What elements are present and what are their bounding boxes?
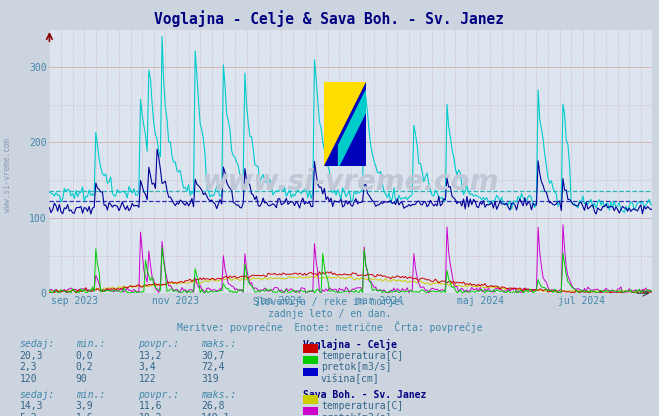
Text: višina[cm]: višina[cm]: [321, 374, 380, 384]
Text: 1,6: 1,6: [76, 413, 94, 416]
Text: 72,4: 72,4: [201, 362, 225, 372]
Text: Sava Boh. - Sv. Janez: Sava Boh. - Sv. Janez: [303, 390, 426, 400]
Text: temperatura[C]: temperatura[C]: [321, 401, 403, 411]
Text: 122: 122: [138, 374, 156, 384]
Text: 3,4: 3,4: [138, 362, 156, 372]
Text: 3,9: 3,9: [76, 401, 94, 411]
Text: 2,3: 2,3: [20, 362, 38, 372]
Text: 0,2: 0,2: [76, 362, 94, 372]
Text: 5,2: 5,2: [20, 413, 38, 416]
Text: 90: 90: [76, 374, 88, 384]
Text: www.si-vreme.com: www.si-vreme.com: [203, 168, 499, 196]
Text: 120: 120: [20, 374, 38, 384]
Text: min.:: min.:: [76, 339, 105, 349]
Text: Slovenija / reke in morje.: Slovenija / reke in morje.: [253, 297, 406, 307]
Polygon shape: [324, 82, 366, 166]
Text: zadnje leto / en dan.: zadnje leto / en dan.: [268, 309, 391, 319]
Text: min.:: min.:: [76, 390, 105, 400]
Text: Voglajna - Celje & Sava Boh. - Sv. Janez: Voglajna - Celje & Sava Boh. - Sv. Janez: [154, 10, 505, 27]
Text: 20,3: 20,3: [20, 351, 43, 361]
Text: 14,3: 14,3: [20, 401, 43, 411]
Text: Voglajna - Celje: Voglajna - Celje: [303, 339, 397, 350]
Text: 26,8: 26,8: [201, 401, 225, 411]
Text: 149,1: 149,1: [201, 413, 231, 416]
Text: 30,7: 30,7: [201, 351, 225, 361]
Text: sedaj:: sedaj:: [20, 390, 55, 400]
Text: 10,2: 10,2: [138, 413, 162, 416]
Text: 0,0: 0,0: [76, 351, 94, 361]
Polygon shape: [339, 90, 366, 166]
Polygon shape: [324, 82, 366, 166]
Text: pretok[m3/s]: pretok[m3/s]: [321, 413, 391, 416]
Text: 11,6: 11,6: [138, 401, 162, 411]
Text: maks.:: maks.:: [201, 339, 236, 349]
Text: Meritve: povprečne  Enote: metrične  Črta: povprečje: Meritve: povprečne Enote: metrične Črta:…: [177, 321, 482, 333]
Text: pretok[m3/s]: pretok[m3/s]: [321, 362, 391, 372]
Text: povpr.:: povpr.:: [138, 390, 179, 400]
Text: maks.:: maks.:: [201, 390, 236, 400]
Text: temperatura[C]: temperatura[C]: [321, 351, 403, 361]
Text: 319: 319: [201, 374, 219, 384]
Text: www.si-vreme.com: www.si-vreme.com: [3, 138, 13, 212]
Text: 13,2: 13,2: [138, 351, 162, 361]
Text: sedaj:: sedaj:: [20, 339, 55, 349]
Text: povpr.:: povpr.:: [138, 339, 179, 349]
